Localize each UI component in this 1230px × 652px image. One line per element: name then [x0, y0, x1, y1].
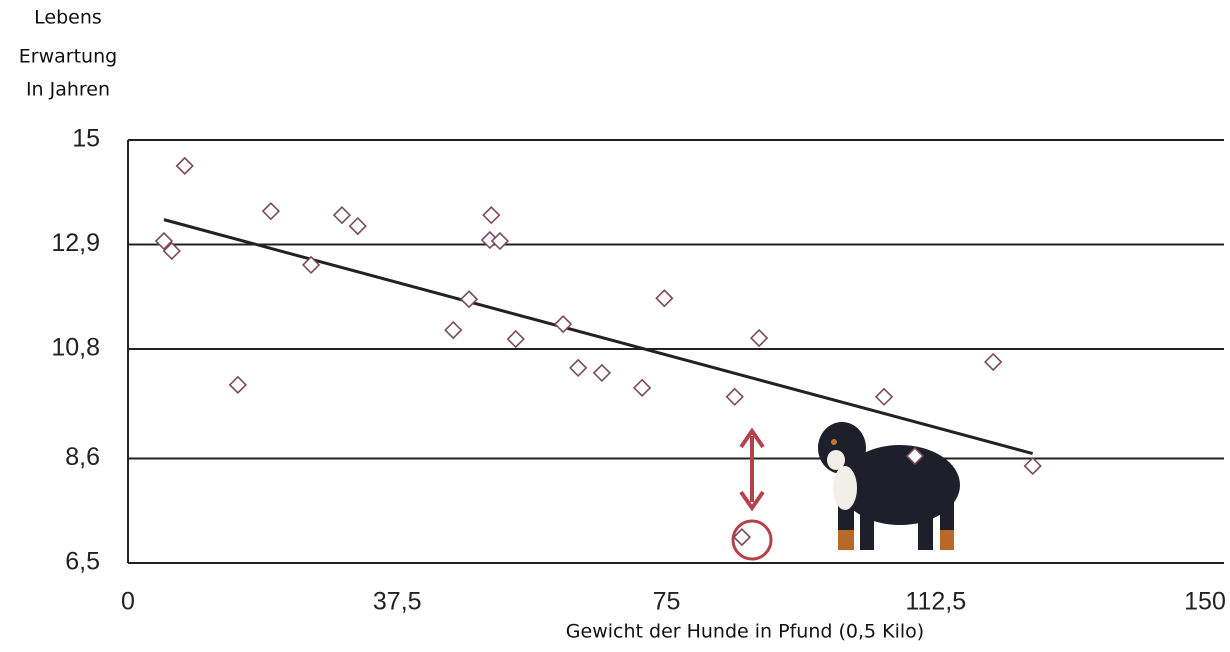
- data-point: [482, 206, 501, 225]
- data-point: [632, 378, 652, 397]
- data-point: [261, 202, 281, 221]
- y-axis-title-line: In Jahren: [26, 79, 110, 101]
- data-point: [228, 375, 247, 394]
- data-point: [490, 231, 510, 251]
- annotation: [731, 427, 773, 561]
- x-tick-label: 75: [653, 588, 681, 616]
- y-tick-label: 10,8: [51, 334, 100, 362]
- data-point: [459, 290, 479, 309]
- data-point: [154, 231, 174, 251]
- data-point: [301, 255, 321, 275]
- highlight-circle: [731, 519, 773, 561]
- x-axis-title: Gewicht der Hunde in Pfund (0,5 Kilo): [566, 621, 924, 643]
- data-point: [749, 328, 769, 348]
- data-point: [905, 446, 925, 466]
- x-tick-label: 112,5: [905, 588, 966, 616]
- arrow-head: [739, 490, 765, 512]
- y-axis-title: Lebens Erwartung In Jahren: [19, 7, 117, 101]
- data-point: [348, 216, 367, 236]
- data-point: [874, 387, 894, 406]
- x-tick-label: 0: [121, 588, 135, 616]
- data-point: [732, 527, 752, 547]
- data-point: [444, 320, 463, 340]
- dog-illustration: [818, 422, 960, 550]
- data-point: [592, 363, 612, 383]
- y-tick-label: 6,5: [65, 548, 100, 576]
- x-tick-label: 150: [1184, 588, 1226, 616]
- data-point: [569, 358, 588, 378]
- data-point: [332, 206, 352, 225]
- data-point: [984, 352, 1003, 372]
- data-point: [725, 387, 744, 406]
- data-point: [506, 329, 525, 349]
- arrow-head: [739, 427, 765, 449]
- data-point: [162, 241, 181, 261]
- trend-line: [163, 218, 1034, 455]
- y-tick-label: 15: [72, 125, 100, 153]
- data-point: [175, 156, 194, 176]
- y-tick-label: 12,9: [51, 229, 100, 257]
- data-point: [655, 289, 674, 308]
- y-axis-title-line: Erwartung: [19, 46, 117, 68]
- x-tick-label: 37,5: [373, 588, 422, 616]
- y-axis-title-line: Lebens: [34, 7, 102, 29]
- grid: [127, 139, 1224, 564]
- data-point: [553, 314, 573, 334]
- y-tick-label: 8,6: [65, 443, 100, 471]
- data-point: [1023, 456, 1042, 476]
